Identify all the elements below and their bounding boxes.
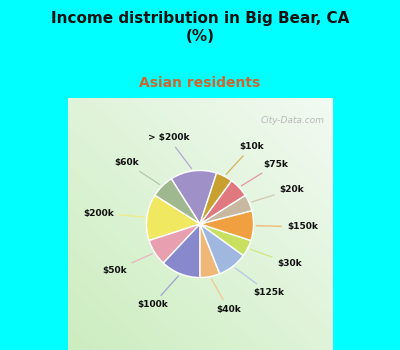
Text: $10k: $10k <box>226 142 264 174</box>
Text: City-Data.com: City-Data.com <box>260 116 324 125</box>
Text: $125k: $125k <box>235 268 284 297</box>
Text: $200k: $200k <box>83 209 144 218</box>
Text: $50k: $50k <box>102 254 152 275</box>
Text: $100k: $100k <box>137 276 178 309</box>
Wedge shape <box>200 224 243 274</box>
Wedge shape <box>149 224 200 263</box>
Text: $40k: $40k <box>212 279 241 314</box>
Wedge shape <box>200 195 252 224</box>
Text: $150k: $150k <box>256 222 318 231</box>
Text: $20k: $20k <box>252 185 304 202</box>
Wedge shape <box>200 181 245 224</box>
Wedge shape <box>200 224 220 278</box>
Wedge shape <box>200 224 251 256</box>
Text: $75k: $75k <box>241 160 288 186</box>
Text: $60k: $60k <box>114 158 160 184</box>
Text: > $200k: > $200k <box>148 133 192 169</box>
Wedge shape <box>155 179 200 224</box>
Text: Asian residents: Asian residents <box>139 76 261 90</box>
Text: $30k: $30k <box>250 249 302 268</box>
Wedge shape <box>163 224 200 278</box>
Text: Income distribution in Big Bear, CA
(%): Income distribution in Big Bear, CA (%) <box>51 10 349 44</box>
Wedge shape <box>171 170 216 224</box>
Wedge shape <box>200 211 254 240</box>
Wedge shape <box>146 195 200 240</box>
Wedge shape <box>200 173 232 224</box>
